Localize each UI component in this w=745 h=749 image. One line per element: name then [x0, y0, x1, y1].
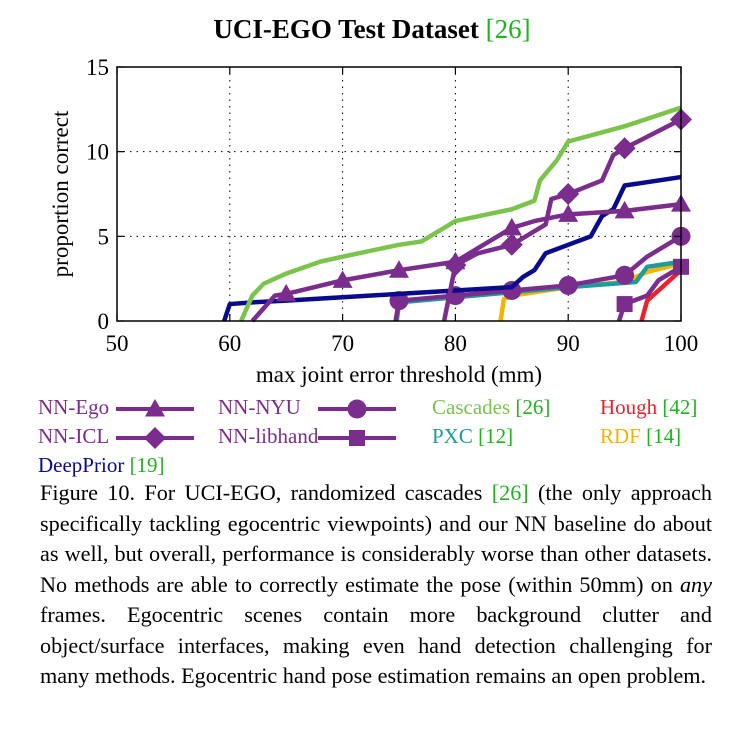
- caption-tail: frames. Egocentric scenes contain more b…: [40, 602, 712, 688]
- plot-series: [222, 105, 692, 323]
- legend-label: DeepPrior: [38, 453, 125, 477]
- legend-ref: [42]: [662, 395, 698, 419]
- legend-swatch-nn-nyu: [318, 399, 396, 419]
- x-tick-label: 100: [664, 331, 699, 356]
- legend-label: RDF: [600, 424, 641, 448]
- series-hough: [639, 268, 683, 322]
- x-tick-label: 70: [331, 331, 354, 356]
- marker-nn-ego: [558, 204, 579, 222]
- marker-nn-icl: [444, 254, 467, 277]
- marker-nn-ego: [332, 270, 353, 288]
- legend-swatch-nn-icl: [116, 427, 194, 449]
- legend-marker: [144, 427, 166, 449]
- legend-item-nn-libhand: NN-libhand: [218, 424, 318, 449]
- marker-nn-ego: [389, 260, 409, 278]
- chart-svg: UCI-EGO Test Dataset [26] 50 60 70 80 90 100 0…: [48, 14, 698, 387]
- legend-label: NN-NYU: [218, 395, 301, 419]
- x-axis-label: max joint error threshold (mm): [256, 362, 542, 387]
- marker-nn-icl: [557, 183, 580, 205]
- series-line-cascades: [239, 105, 682, 322]
- legend-swatch-nn-libhand: [318, 430, 396, 446]
- legend-ref: [12]: [478, 424, 514, 448]
- legend-label: NN-ICL: [38, 424, 110, 448]
- y-axis-label: proportion correct: [48, 110, 73, 277]
- legend-item-pxc: PXC [12]: [432, 424, 513, 449]
- marker-nn-ego: [501, 217, 522, 236]
- x-tick-label: 80: [444, 331, 467, 356]
- marker-nn-icl: [500, 233, 523, 256]
- marker-nn-ego: [614, 200, 635, 219]
- legend-item-nn-ego: NN-Ego: [38, 395, 109, 420]
- legend-label: NN-Ego: [38, 395, 110, 419]
- chart-title: UCI-EGO Test Dataset [26]: [213, 14, 530, 44]
- chart-title-text: UCI-EGO Test Dataset: [213, 14, 479, 44]
- legend-item-cascades: Cascades [26]: [432, 395, 550, 420]
- legend-item-deepprior: DeepPrior [19]: [38, 453, 165, 478]
- legend-ref: [26]: [515, 395, 551, 419]
- marker-nn-libhand: [616, 296, 633, 313]
- caption-emphasis: any: [679, 571, 712, 597]
- caption-mid: (the only approach specifically tackling…: [40, 480, 713, 597]
- x-tick-label: 50: [106, 331, 129, 356]
- legend-label: Cascades: [432, 395, 511, 419]
- y-tick-label: 10: [86, 140, 109, 165]
- series-line-nn-icl: [441, 117, 683, 322]
- series-cascades: [239, 105, 682, 322]
- y-tick-label: 15: [86, 55, 109, 80]
- series-nn-icl: [441, 108, 692, 322]
- legend-item-hough: Hough [42]: [600, 395, 697, 420]
- legend-label: Hough: [600, 395, 658, 419]
- x-tick-label: 60: [218, 331, 241, 356]
- axis-ticks: 50 60 70 80 90 100 0 5 10 15: [86, 55, 698, 356]
- caption-lead: Figure 10. For UCI-EGO, randomized casca…: [40, 480, 492, 505]
- marker-nn-nyu: [558, 275, 578, 295]
- legend-marker: [349, 430, 365, 446]
- figure-caption: Figure 10. For UCI-EGO, randomized casca…: [40, 478, 712, 692]
- x-tick-label: 90: [557, 331, 580, 356]
- legend-label: PXC: [432, 424, 473, 448]
- marker-nn-ego: [276, 283, 297, 302]
- legend-label: NN-libhand: [218, 424, 319, 448]
- marker-nn-icl: [613, 137, 636, 160]
- legend-ref: [19]: [129, 453, 165, 477]
- legend-item-nn-icl: NN-ICL: [38, 424, 109, 449]
- plot-frame: [116, 66, 682, 322]
- caption-ref: [26]: [491, 480, 529, 505]
- legend-marker: [347, 399, 367, 419]
- y-tick-label: 0: [98, 309, 110, 334]
- series-line-hough: [639, 268, 683, 322]
- legend-item-nn-nyu: NN-NYU: [218, 395, 301, 420]
- legend-item-rdf: RDF [14]: [600, 424, 681, 449]
- chart-title-ref: [26]: [486, 14, 531, 44]
- legend-marker: [145, 399, 165, 417]
- legend-ref: [14]: [646, 424, 682, 448]
- legend-swatch-nn-ego: [116, 399, 194, 417]
- y-tick-label: 5: [98, 224, 110, 249]
- marker-nn-nyu: [615, 265, 635, 285]
